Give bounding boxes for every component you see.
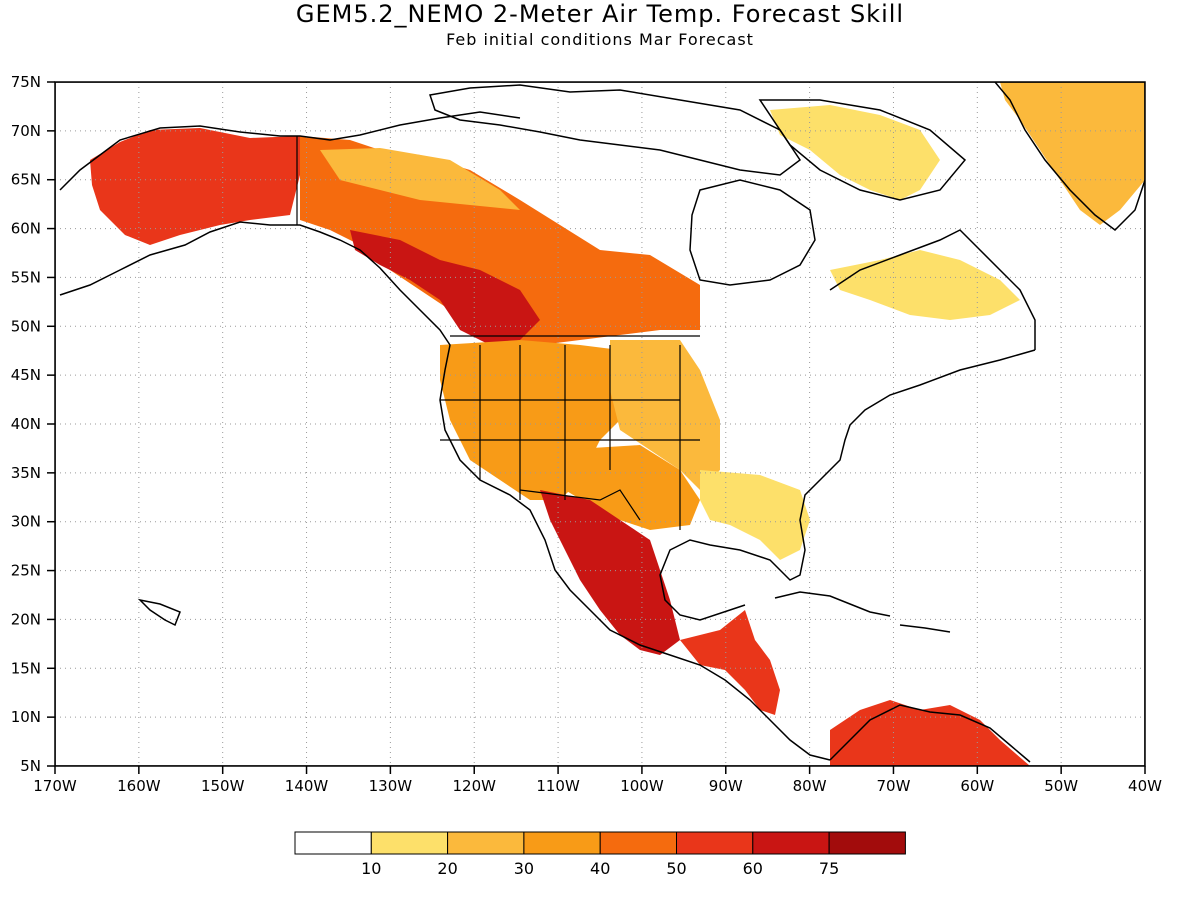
y-tick-label: 30N	[11, 513, 41, 531]
x-tick-label: 60W	[960, 777, 994, 795]
legend-color-box	[676, 831, 754, 855]
skill-shading	[90, 82, 1145, 766]
x-tick-label: 50W	[1044, 777, 1078, 795]
y-tick-label: 40N	[11, 415, 41, 433]
region-greenland	[1000, 82, 1145, 225]
y-tick-label: 10N	[11, 708, 41, 726]
x-tick-label: 170W	[33, 777, 77, 795]
y-tick-label: 60N	[11, 220, 41, 238]
coastlines	[59, 82, 1145, 763]
x-tick-label: 90W	[709, 777, 743, 795]
y-tick-label: 70N	[11, 122, 41, 140]
legend-label: 10	[361, 859, 381, 878]
legend-color-box	[523, 831, 601, 855]
legend-color-box	[828, 831, 906, 855]
legend-color-box	[370, 831, 449, 855]
y-tick-label: 5N	[20, 757, 41, 775]
x-tick-label: 120W	[452, 777, 496, 795]
y-tick-label: 45N	[11, 366, 41, 384]
y-tick-label: 25N	[11, 562, 41, 580]
map-grid	[55, 82, 1145, 766]
y-tick-label: 75N	[11, 73, 41, 91]
region-labrador	[830, 250, 1020, 320]
x-axis: 170W 160W 150W 140W 130W 120W 110W 100W 90W 80W 70…	[33, 766, 1162, 795]
y-tick-label: 65N	[11, 171, 41, 189]
legend-label: 30	[514, 859, 534, 878]
x-tick-label: 80W	[793, 777, 827, 795]
y-axis: 75N 70N 65N 60N 55N 50N 45N 40N 35N 30N 25N 20N 15N 1…	[11, 73, 55, 775]
legend-color-box	[447, 831, 525, 855]
legend-color-box	[599, 831, 678, 855]
legend-label: 75	[819, 859, 839, 878]
y-tick-label: 55N	[11, 268, 41, 286]
legend-label: 50	[666, 859, 686, 878]
x-tick-label: 130W	[369, 777, 413, 795]
region-alaska	[90, 128, 310, 245]
region-pnw	[350, 230, 540, 345]
political-boundaries	[296, 136, 700, 530]
legend-label: 40	[590, 859, 610, 878]
x-tick-label: 100W	[620, 777, 664, 795]
region-northern-canada	[320, 148, 520, 210]
map-plot-area	[55, 82, 1145, 766]
y-tick-label: 15N	[11, 659, 41, 677]
region-central-america	[680, 610, 780, 715]
region-arctic-islands	[770, 105, 940, 200]
x-tick-label: 110W	[536, 777, 580, 795]
x-tick-label: 70W	[877, 777, 911, 795]
legend-color-box	[294, 831, 372, 855]
map-title: GEM5.2_NEMO 2-Meter Air Temp. Forecast S…	[296, 0, 904, 28]
region-south-america	[830, 700, 1030, 766]
legend-label: 60	[743, 859, 763, 878]
region-great-plains	[610, 340, 720, 490]
x-tick-label: 140W	[285, 777, 329, 795]
y-tick-label: 20N	[11, 610, 41, 628]
region-mexico	[540, 490, 680, 655]
legend-label: 20	[437, 859, 457, 878]
color-legend: 10 20 30 40 50 60 75	[294, 831, 906, 878]
legend-color-box	[752, 831, 830, 855]
y-tick-label: 35N	[11, 464, 41, 482]
x-tick-label: 150W	[201, 777, 245, 795]
x-tick-label: 40W	[1128, 777, 1162, 795]
map-subtitle: Feb initial conditions Mar Forecast	[446, 30, 754, 49]
region-texas	[560, 445, 700, 530]
x-tick-label: 160W	[117, 777, 161, 795]
region-southeast	[700, 470, 810, 560]
y-tick-label: 50N	[11, 317, 41, 335]
